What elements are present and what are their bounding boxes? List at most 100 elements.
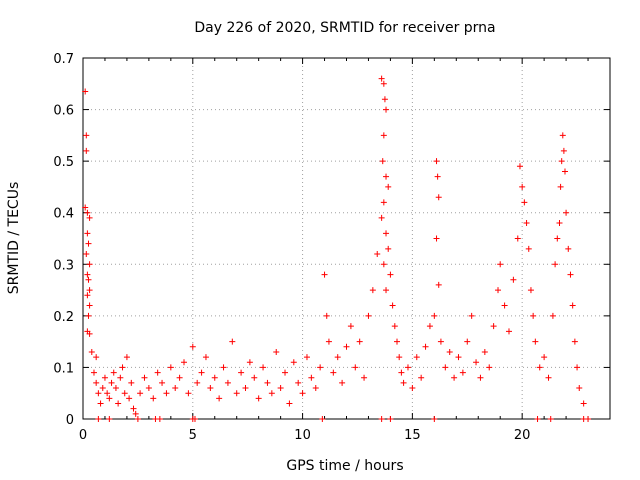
data-point (435, 194, 442, 201)
data-point (317, 364, 324, 371)
data-point (86, 261, 93, 268)
data-point (260, 364, 267, 371)
data-point (571, 338, 578, 345)
data-point (238, 369, 245, 376)
data-point (378, 75, 385, 82)
data-point (477, 374, 484, 381)
data-point (229, 338, 236, 345)
data-points (82, 75, 592, 422)
x-tick-label: 5 (189, 428, 197, 443)
data-point (347, 323, 354, 330)
data-point (86, 287, 93, 294)
data-point (106, 416, 113, 422)
data-point (224, 379, 231, 386)
data-point (352, 364, 359, 371)
data-point (334, 354, 341, 361)
data-point (532, 338, 539, 345)
data-point (277, 385, 284, 392)
data-point (521, 199, 528, 206)
data-point (446, 348, 453, 355)
data-point (246, 359, 253, 366)
data-point (84, 230, 91, 237)
plot-frame (82, 57, 611, 420)
data-point (159, 379, 166, 386)
data-point (83, 147, 90, 154)
axis-ticks (82, 57, 610, 420)
data-point (381, 96, 388, 103)
data-point (172, 385, 179, 392)
data-point (396, 354, 403, 361)
data-point (251, 374, 258, 381)
data-point (552, 261, 559, 268)
data-point (268, 390, 275, 397)
data-point (455, 354, 462, 361)
data-point (497, 261, 504, 268)
data-point (557, 183, 564, 190)
data-point (308, 374, 315, 381)
data-point (519, 183, 526, 190)
data-point (559, 132, 566, 139)
data-point (464, 338, 471, 345)
data-point (569, 302, 576, 309)
data-point (369, 287, 376, 294)
data-point (561, 168, 568, 175)
data-point (191, 416, 198, 422)
data-point (299, 390, 306, 397)
data-point (220, 364, 227, 371)
y-tick-label: 0.3 (53, 258, 74, 273)
data-point (86, 302, 93, 309)
data-point (104, 390, 111, 397)
data-point (189, 343, 196, 350)
data-point (198, 369, 205, 376)
grid (83, 58, 610, 419)
data-point (115, 400, 122, 407)
data-point (574, 364, 581, 371)
data-point (558, 158, 565, 165)
data-point (380, 132, 387, 139)
data-point (391, 323, 398, 330)
data-point (431, 312, 438, 319)
data-point (383, 173, 390, 180)
data-point (86, 214, 93, 221)
data-point (137, 390, 144, 397)
data-point (330, 369, 337, 376)
x-tick-label: 10 (294, 428, 311, 443)
data-point (325, 338, 332, 345)
data-point (194, 379, 201, 386)
data-point (398, 369, 405, 376)
data-point (442, 364, 449, 371)
data-point (385, 245, 392, 252)
data-point (97, 400, 104, 407)
data-point (90, 369, 97, 376)
x-tick-label: 20 (514, 428, 531, 443)
data-point (380, 80, 387, 87)
data-point (82, 88, 89, 95)
data-point (365, 312, 372, 319)
data-point (431, 416, 438, 422)
data-point (380, 199, 387, 206)
data-point (541, 354, 548, 361)
data-point (108, 379, 115, 386)
data-point (356, 338, 363, 345)
data-point (150, 395, 157, 402)
data-point (255, 395, 262, 402)
data-point (84, 209, 91, 216)
data-point (83, 132, 90, 139)
data-point (95, 390, 102, 397)
data-point (216, 395, 223, 402)
x-axis-label: GPS time / hours (286, 458, 403, 474)
data-point (394, 338, 401, 345)
data-point (565, 245, 572, 252)
data-point (167, 364, 174, 371)
data-point (273, 348, 280, 355)
data-point (321, 271, 328, 278)
data-point (481, 348, 488, 355)
data-point (536, 364, 543, 371)
data-point (380, 261, 387, 268)
data-point (451, 374, 458, 381)
data-point (437, 338, 444, 345)
y-tick-label: 0.2 (53, 310, 74, 325)
data-point (110, 369, 117, 376)
data-point (400, 379, 407, 386)
data-point (459, 369, 466, 376)
